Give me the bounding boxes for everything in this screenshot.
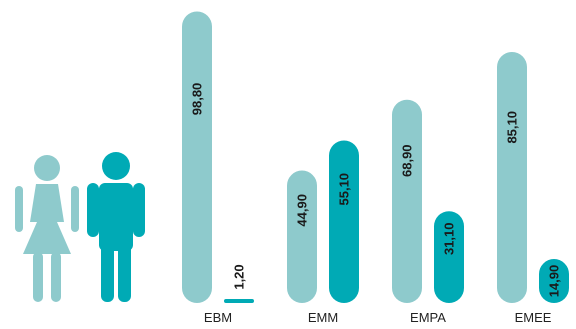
bar-empa-male [434,211,464,303]
category-label-empa: EMPA [410,310,446,325]
value-label-emm-female: 44,90 [295,194,310,227]
value-label-ebm-male: 1,20 [232,264,247,289]
female-person-icon [15,155,79,302]
value-label-emee-male: 14,90 [547,265,562,298]
bar-emee-female [497,51,527,303]
value-label-emee-female: 85,10 [505,111,520,144]
category-label-emee: EMEE [515,310,552,325]
category-label-emm: EMM [308,310,338,325]
bars-group [182,11,569,304]
male-person-icon [87,152,145,302]
bar-ebm-male [224,299,254,303]
bar-ebm-female [182,11,212,303]
bar-emm-female [287,170,317,303]
bar-empa-female [392,99,422,304]
value-label-ebm-female: 98,80 [190,83,205,116]
value-label-empa-male: 31,10 [442,223,457,256]
legend [15,152,145,302]
value-label-empa-female: 68,90 [400,144,415,177]
value-label-emm-male: 55,10 [337,173,352,206]
labels-group: 98,80 1,20 EBM 44,90 55,10 EMM 68,90 31,10 EMPA 8… [190,83,562,325]
category-label-ebm: EBM [204,310,232,325]
bar-emm-male [329,140,359,303]
bar-emee-male [539,259,569,303]
